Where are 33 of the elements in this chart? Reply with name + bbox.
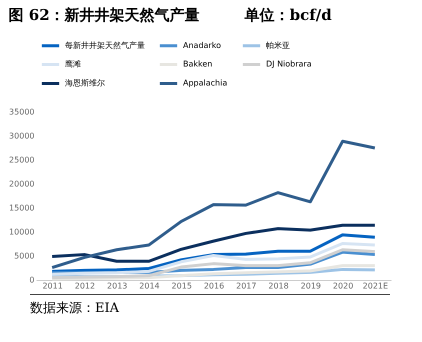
x-tick-label: 2021E: [362, 282, 388, 290]
x-tick-label: 2016: [204, 282, 224, 290]
x-tick-label: 2012: [74, 282, 96, 290]
y-tick-label: 30000: [9, 132, 34, 140]
chart-title: 图 62：新井井架天然气产量 单位：bcf/d: [8, 6, 332, 24]
y-tick-label: 5000: [14, 252, 34, 260]
x-tick-label: 2014: [139, 282, 160, 290]
legend-label: 鹰滩: [65, 60, 81, 68]
y-tick-label: 10000: [9, 228, 34, 236]
legend-label: 海恩斯维尔: [65, 78, 105, 88]
y-tick-label: 0: [29, 276, 34, 284]
line-series: [50, 224, 376, 263]
line-series: [50, 140, 376, 270]
legend-label: Anadarko: [183, 40, 222, 50]
x-tick-label: 2019: [300, 282, 321, 290]
y-tick-label: 25000: [9, 156, 34, 164]
x-tick-label: 2015: [172, 282, 192, 290]
x-tick-label: 2011: [42, 282, 63, 290]
x-tick-label: 2017: [236, 282, 256, 290]
legend-label: Bakken: [183, 60, 212, 68]
x-tick-label: 2020: [332, 282, 354, 290]
line-series: [50, 242, 376, 276]
x-tick-label: 2013: [107, 282, 128, 290]
legend-label: Appalachia: [183, 78, 228, 88]
line-series: [50, 233, 376, 273]
legend-label: 每新井井架天然气产量: [65, 40, 145, 50]
legend-label: DJ Niobrara: [266, 60, 312, 68]
legend-label: 帕米亚: [266, 40, 290, 50]
y-tick-label: 20000: [9, 180, 34, 188]
source-note: 数据来源：EIA: [30, 294, 390, 317]
x-tick-label: 2018: [268, 282, 289, 290]
y-tick-label: 15000: [9, 204, 34, 212]
y-tick-label: 35000: [9, 108, 34, 116]
